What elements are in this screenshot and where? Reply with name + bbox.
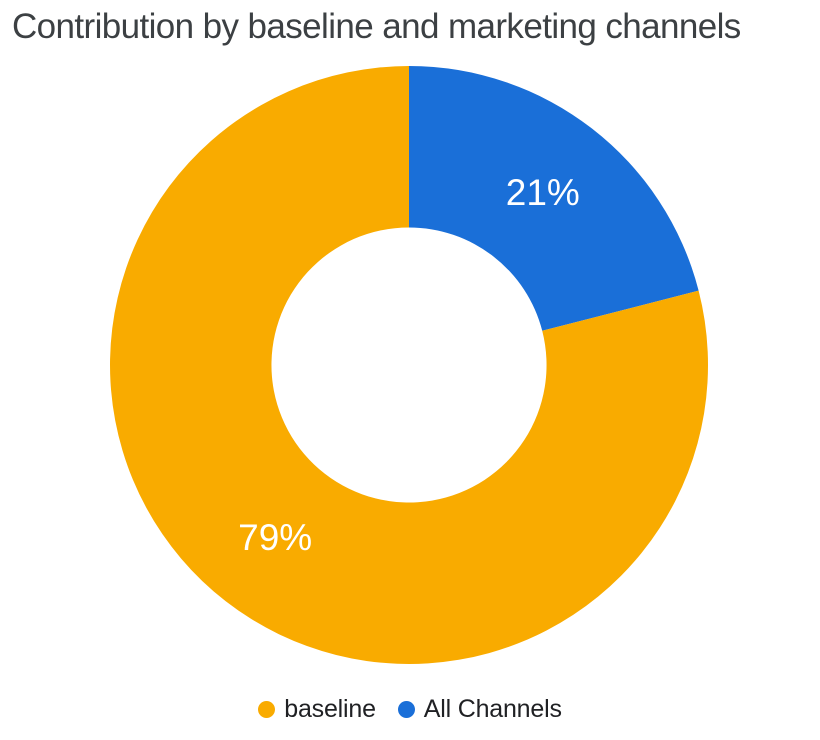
chart-title: Contribution by baseline and marketing c… [12,7,741,46]
slice-label-all-channels: 21% [506,172,580,213]
slice-baseline[interactable] [110,66,709,664]
legend-label-all-channels: All Channels [423,695,562,723]
legend-item-baseline[interactable]: baseline [258,697,376,722]
legend-swatch-all-channels-icon [397,701,415,718]
chart-legend: baseline All Channels [0,697,820,722]
slice-label-baseline: 79% [238,517,312,558]
slice-all-channels[interactable] [409,66,699,331]
legend-label-baseline: baseline [284,695,376,723]
legend-swatch-baseline-icon [258,701,276,718]
legend-item-all-channels[interactable]: All Channels [397,695,562,723]
